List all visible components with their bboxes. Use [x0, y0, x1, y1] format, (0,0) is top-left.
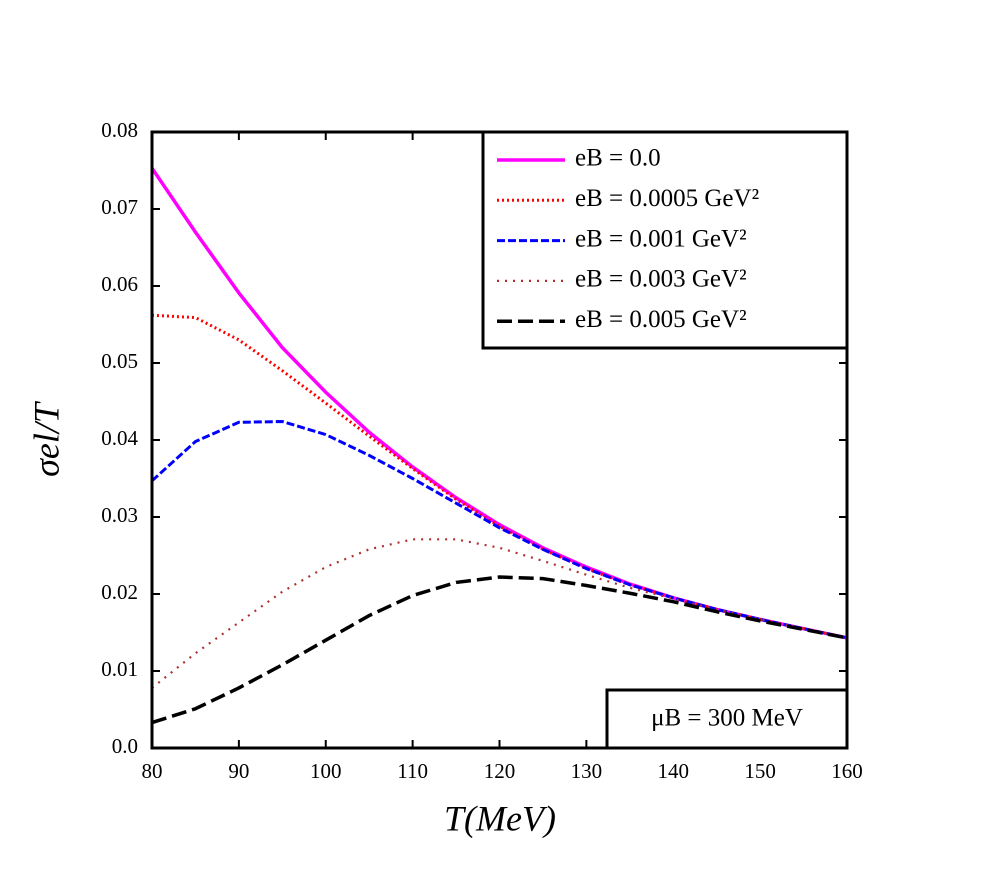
y-tick-label: 0.02 [101, 580, 138, 604]
x-tick-label: 140 [658, 759, 690, 783]
series-line [150, 420, 848, 640]
series-line [151, 575, 848, 725]
y-tick-label: 0.03 [101, 503, 138, 527]
y-tick-label: 0.0 [112, 734, 138, 758]
x-axis-label: T(MeV) [444, 798, 556, 838]
series-line [151, 313, 848, 640]
x-tick-label: 120 [484, 759, 516, 783]
legend-label: eB = 0.0005 GeV² [575, 185, 759, 212]
x-tick-label: 100 [310, 759, 342, 783]
y-tick-label: 0.04 [101, 426, 138, 450]
x-tick-label: 80 [142, 759, 163, 783]
y-tick-label: 0.07 [101, 195, 138, 219]
legend-label: eB = 0.001 GeV² [575, 225, 747, 252]
x-tick-label: 90 [228, 759, 249, 783]
y-tick-label: 0.05 [101, 349, 138, 373]
y-tick-label: 0.08 [101, 118, 138, 142]
x-tick-label: 150 [744, 759, 776, 783]
legend-label: eB = 0.0 [575, 145, 661, 172]
x-tick-label: 130 [571, 759, 603, 783]
annotation: μB = 300 MeV [651, 705, 803, 732]
y-tick-label: 0.06 [101, 272, 138, 296]
y-tick-label: 0.01 [101, 657, 138, 681]
legend-label: eB = 0.003 GeV² [575, 266, 747, 293]
x-tick-label: 160 [831, 759, 863, 783]
y-axis-label: σel/T [26, 400, 66, 477]
x-tick-label: 110 [397, 759, 428, 783]
annotation-box [605, 688, 849, 750]
legend-label: eB = 0.005 GeV² [575, 306, 747, 333]
series-line [151, 538, 848, 689]
